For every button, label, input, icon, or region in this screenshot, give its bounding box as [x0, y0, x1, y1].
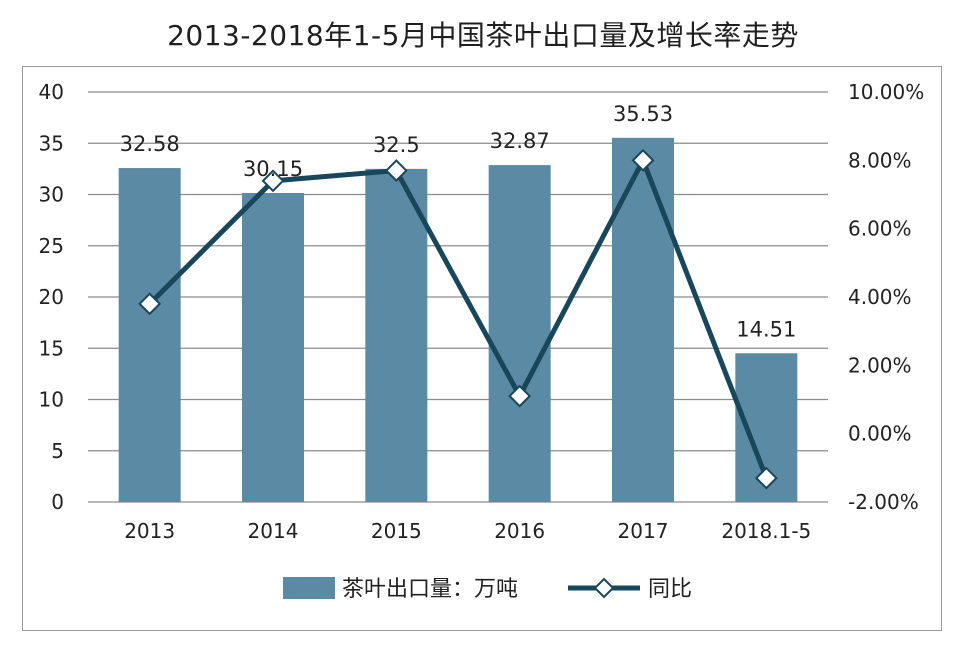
right-tick-label: 8.00%	[848, 148, 912, 172]
label-layer: 32.58 30.15 32.5 32.87 35.53 14.51	[120, 102, 797, 341]
growth-point	[138, 292, 162, 316]
x-tick-label: 2015	[371, 519, 422, 543]
growth-point	[508, 384, 532, 408]
bar	[242, 192, 304, 502]
left-tick-label: 15	[39, 336, 64, 360]
x-tick-label: 2018.1-5	[721, 519, 811, 543]
chart-frame	[22, 66, 942, 631]
left-tick-label: 10	[39, 388, 64, 412]
x-tick-label: 2014	[248, 519, 299, 543]
right-tick-label: 10.00%	[848, 80, 924, 104]
bar	[118, 168, 181, 502]
bar-layer	[118, 137, 798, 502]
grid-layer	[88, 91, 828, 503]
growth-line	[147, 157, 769, 479]
growth-point	[754, 466, 778, 490]
right-tick-label: 6.00%	[848, 217, 912, 241]
growth-point	[384, 159, 408, 182]
legend-bar-swatch	[283, 577, 335, 599]
left-tick-label: 25	[39, 234, 64, 258]
growth-point	[261, 169, 285, 193]
right-tick-label: 0.00%	[848, 422, 912, 446]
left-tick-label: 0	[51, 490, 64, 514]
x-tick-label: 2017	[618, 519, 669, 543]
legend-line-marker	[593, 577, 615, 599]
bar	[365, 168, 428, 502]
right-tick-label: -2.00%	[848, 490, 919, 514]
bar	[612, 137, 674, 502]
right-tick-label: 2.00%	[848, 353, 912, 377]
left-tick-label: 40	[39, 80, 64, 104]
x-tick-label: 2016	[494, 519, 545, 543]
bar-data-label: 35.53	[613, 102, 673, 126]
bar-data-label: 14.51	[736, 317, 796, 341]
line-layer	[138, 148, 778, 490]
bar-data-label: 32.5	[373, 133, 420, 157]
bar	[488, 165, 551, 502]
bar-data-label: 32.87	[490, 129, 550, 153]
legend-layer: 茶叶出口量：万吨 同比	[283, 577, 692, 602]
axis-layer: 0 5 10 15 20 25 30 35 40 -2.00% 0.00% 2.00% 4.00% 6.0…	[39, 80, 925, 543]
left-tick-label: 30	[39, 183, 64, 207]
legend-line-label: 同比	[648, 577, 692, 602]
right-tick-label: 4.00%	[848, 285, 912, 309]
left-tick-label: 20	[39, 285, 64, 309]
left-tick-label: 35	[39, 131, 64, 155]
bar-data-label: 30.15	[243, 157, 303, 181]
chart-title: 2013-2018年1-5月中国茶叶出口量及增长率走势	[167, 19, 799, 52]
growth-point	[631, 148, 655, 172]
x-tick-label: 2013	[124, 519, 175, 543]
legend-bar-label: 茶叶出口量：万吨	[342, 577, 518, 602]
left-tick-label: 5	[51, 439, 64, 463]
bar-data-label: 32.58	[120, 132, 180, 156]
